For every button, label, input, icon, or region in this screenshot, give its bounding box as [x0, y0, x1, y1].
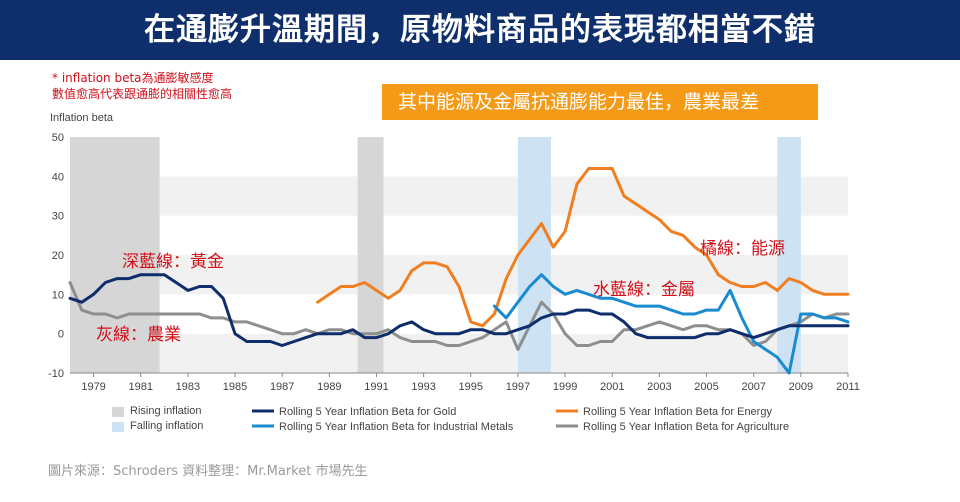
- y-tick-label: -10: [48, 368, 64, 380]
- page-title-banner: 在通膨升溫期間，原物料商品的表現都相當不錯: [0, 0, 960, 60]
- x-tick-label: 1979: [81, 381, 105, 393]
- y-tick-label: 50: [52, 132, 64, 144]
- page-title: 在通膨升溫期間，原物料商品的表現都相當不錯: [144, 12, 816, 48]
- grid-band: [70, 137, 848, 177]
- conclusion-callout-text: 其中能源及金屬抗通膨能力最佳，農業最差: [398, 91, 760, 113]
- series-line-agriculture: [68, 281, 850, 351]
- x-tick-label: 1981: [128, 381, 152, 393]
- annotation-agriculture: 灰線：農業: [96, 325, 181, 345]
- legend-rising-label: Rising inflation: [130, 405, 202, 417]
- falling-inflation-shade: [517, 137, 551, 373]
- x-tick-label: 2003: [647, 381, 671, 393]
- source-credit: 圖片來源：Schroders 資料整理：Mr.Market 市場先生: [48, 464, 368, 479]
- x-tick-label: 1985: [223, 381, 247, 393]
- beta-note-line2: 數值愈高代表跟通膨的相關性愈高: [52, 87, 233, 101]
- annotation-metals: 水藍線：金屬: [593, 280, 695, 300]
- x-tick-label: 2005: [694, 381, 718, 393]
- series-line-gold: [68, 273, 850, 347]
- falling-inflation-shade: [777, 137, 801, 373]
- x-tick-label: 1989: [317, 381, 341, 393]
- series-line-energy: [316, 167, 850, 328]
- grid-band: [70, 215, 848, 255]
- rising-inflation-shade: [70, 137, 160, 373]
- conclusion-callout: 其中能源及金屬抗通膨能力最佳，農業最差: [382, 84, 818, 120]
- legend-falling-swatch: [112, 422, 124, 432]
- y-tick-label: 0: [58, 329, 64, 341]
- legend-rising-swatch: [112, 407, 124, 417]
- y-tick-label: 40: [52, 171, 64, 183]
- x-tick-label: 2011: [836, 381, 860, 393]
- legend-falling-label: Falling inflation: [130, 420, 204, 432]
- annotation-energy: 橘線：能源: [700, 239, 785, 259]
- y-axis-title: Inflation beta: [50, 112, 114, 124]
- x-tick-label: 1987: [270, 381, 294, 393]
- beta-note-line1: * inflation beta為通膨敏感度: [52, 71, 214, 85]
- x-tick-label: 1983: [176, 381, 200, 393]
- x-tick-label: 2007: [741, 381, 765, 393]
- y-tick-label: 30: [52, 211, 64, 223]
- x-tick-label: 1995: [459, 381, 483, 393]
- grid-band: [70, 176, 848, 216]
- y-tick-label: 10: [52, 289, 64, 301]
- legend-label-agriculture: Rolling 5 Year Inflation Beta for Agricu…: [583, 421, 789, 433]
- annotation-gold: 深藍線：黃金: [122, 252, 224, 272]
- x-tick-label: 1999: [553, 381, 577, 393]
- legend-label-energy: Rolling 5 Year Inflation Beta for Energy: [583, 406, 772, 418]
- legend-label-industrial-metals: Rolling 5 Year Inflation Beta for Indust…: [279, 421, 514, 433]
- x-tick-label: 1993: [411, 381, 435, 393]
- x-tick-label: 2009: [789, 381, 813, 393]
- beta-note: * inflation beta為通膨敏感度 數值愈高代表跟通膨的相關性愈高: [52, 70, 232, 102]
- x-tick-label: 2001: [600, 381, 624, 393]
- series-line-industrial-metals: [492, 273, 850, 375]
- x-tick-label: 1997: [506, 381, 530, 393]
- x-tick-label: 1991: [364, 381, 388, 393]
- legend-label-gold: Rolling 5 Year Inflation Beta for Gold: [279, 406, 456, 418]
- y-tick-label: 20: [52, 250, 64, 262]
- grid-band: [70, 333, 848, 373]
